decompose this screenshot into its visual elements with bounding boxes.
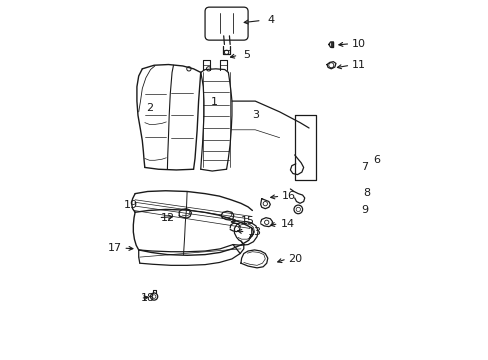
Text: 16: 16 — [282, 191, 296, 201]
Text: 10: 10 — [351, 39, 366, 49]
Text: 3: 3 — [251, 111, 258, 121]
Text: 5: 5 — [243, 50, 249, 60]
Text: 1: 1 — [210, 97, 217, 107]
Text: 13: 13 — [248, 227, 262, 237]
Text: 19: 19 — [123, 200, 137, 210]
Text: 9: 9 — [360, 206, 367, 216]
Text: 14: 14 — [280, 219, 294, 229]
Text: 8: 8 — [362, 188, 369, 198]
Text: 4: 4 — [267, 15, 274, 26]
Text: 12: 12 — [160, 213, 174, 222]
Text: 20: 20 — [287, 254, 301, 264]
Text: 7: 7 — [360, 162, 367, 172]
Text: 17: 17 — [107, 243, 122, 253]
Text: 15: 15 — [241, 216, 255, 226]
Text: 18: 18 — [141, 293, 154, 303]
Text: 2: 2 — [145, 103, 153, 113]
Text: 6: 6 — [373, 155, 380, 165]
Text: 11: 11 — [351, 60, 366, 70]
